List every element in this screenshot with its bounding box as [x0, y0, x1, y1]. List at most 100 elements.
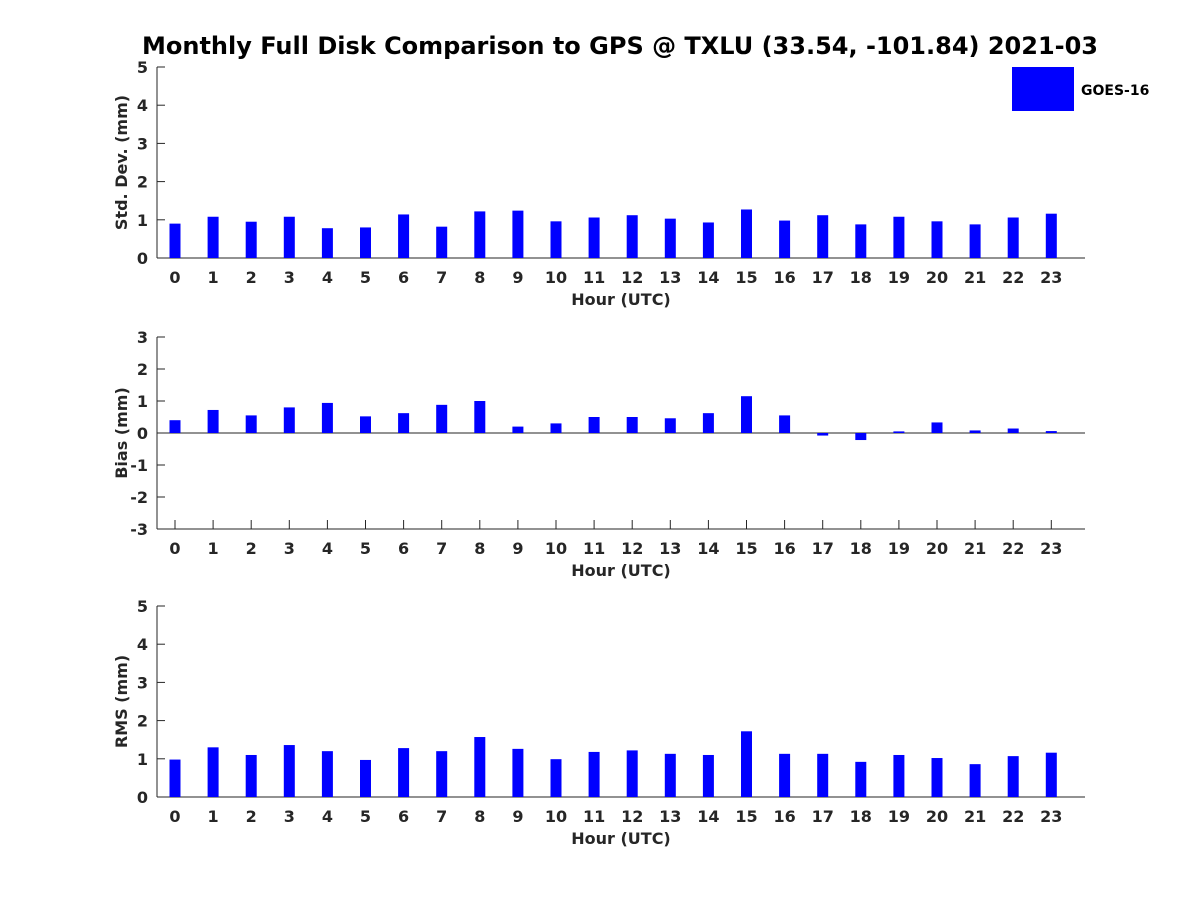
rms-x-tick-label: 10 [545, 807, 567, 826]
std-dev-x-tick-label: 12 [621, 268, 643, 287]
bias-y-tick-label: 1 [137, 392, 148, 411]
bias-y-tick-label: 0 [137, 424, 148, 443]
rms-bar-hour-9 [512, 748, 524, 797]
rms-bar-hour-6 [398, 748, 410, 797]
std-dev-x-tick-label: 7 [436, 268, 447, 287]
std-dev-x-tick-label: 10 [545, 268, 567, 287]
bias-x-tick-label: 21 [964, 539, 986, 558]
std-dev-x-tick-label: 23 [1040, 268, 1062, 287]
rms-x-tick-label: 15 [735, 807, 757, 826]
std-dev-x-tick-label: 4 [322, 268, 333, 287]
bias-bar-hour-15 [741, 396, 752, 433]
bias-x-tick-label: 23 [1040, 539, 1062, 558]
rms-x-tick-label: 4 [322, 807, 333, 826]
rms-bar-hour-20 [931, 758, 943, 797]
bias-y-tick-label: -2 [130, 488, 148, 507]
chart-title: Monthly Full Disk Comparison to GPS @ TX… [142, 32, 1098, 60]
rms-x-tick-label: 2 [246, 807, 257, 826]
std-dev-bar-hour-14 [702, 222, 714, 258]
bias-x-tick-label: 0 [169, 539, 180, 558]
rms-y-tick-label: 5 [137, 597, 148, 616]
rms-x-tick-label: 11 [583, 807, 605, 826]
std-dev-y-tick-label: 1 [137, 211, 148, 230]
std-dev-x-tick-label: 11 [583, 268, 605, 287]
std-dev-x-tick-label: 22 [1002, 268, 1024, 287]
rms-bar-hour-19 [893, 754, 905, 797]
bias-x-tick-label: 20 [926, 539, 948, 558]
rms-y-tick-label: 1 [137, 750, 148, 769]
bias-x-tick-label: 10 [545, 539, 567, 558]
rms-bar-hour-3 [283, 745, 295, 797]
rms-x-tick-label: 0 [169, 807, 180, 826]
bias-bar-hour-0 [169, 420, 181, 433]
rms-x-tick-label: 9 [512, 807, 523, 826]
bias-x-tick-label: 8 [474, 539, 485, 558]
rms-x-tick-label: 23 [1040, 807, 1062, 826]
bias-x-tick-label: 11 [583, 539, 605, 558]
std-dev-bar-hour-2 [245, 221, 257, 258]
std-dev-x-tick-label: 1 [208, 268, 219, 287]
rms-y-axis-label: RMS (mm) [112, 655, 131, 748]
std-dev-bar-hour-21 [969, 224, 981, 258]
std-dev-x-tick-label: 19 [888, 268, 910, 287]
bias-x-tick-label: 17 [812, 539, 834, 558]
bias-x-tick-label: 12 [621, 539, 643, 558]
bias-bar-hour-1 [207, 409, 219, 433]
rms-x-tick-label: 22 [1002, 807, 1024, 826]
rms-x-tick-label: 12 [621, 807, 643, 826]
rms-bar-hour-10 [550, 759, 562, 797]
bias-bar-hour-16 [779, 415, 791, 433]
bias-x-tick-label: 4 [322, 539, 333, 558]
bias-x-tick-label: 19 [888, 539, 910, 558]
std-dev-y-axis-label: Std. Dev. (mm) [112, 95, 131, 230]
bias-bar-hour-8 [474, 401, 486, 433]
bias-bar-hour-10 [550, 423, 562, 433]
rms-y-tick-label: 0 [137, 788, 148, 807]
std-dev-x-tick-label: 16 [773, 268, 795, 287]
bias-y-axis-label: Bias (mm) [112, 387, 131, 479]
rms-x-tick-label: 7 [436, 807, 447, 826]
std-dev-x-tick-label: 3 [284, 268, 295, 287]
std-dev-y-tick-label: 5 [137, 58, 148, 77]
std-dev-bar-hour-6 [398, 214, 410, 258]
std-dev-x-tick-label: 13 [659, 268, 681, 287]
std-dev-bar-hour-22 [1007, 217, 1019, 258]
rms-bar-hour-16 [779, 753, 791, 797]
bias-bar-hour-13 [664, 418, 676, 433]
std-dev-bar-hour-16 [779, 220, 791, 258]
rms-bar-hour-4 [321, 751, 333, 797]
rms-x-tick-label: 8 [474, 807, 485, 826]
std-dev-y-tick-label: 0 [137, 249, 148, 268]
std-dev-bar-hour-18 [855, 224, 867, 258]
bias-x-tick-label: 5 [360, 539, 371, 558]
rms-bar-hour-17 [817, 753, 829, 797]
std-dev-bar-hour-0 [169, 223, 181, 258]
std-dev-bar-hour-20 [931, 221, 943, 258]
std-dev-x-tick-label: 0 [169, 268, 180, 287]
rms-x-tick-label: 14 [697, 807, 719, 826]
rms-bar-hour-15 [741, 731, 752, 797]
bias-x-tick-label: 18 [850, 539, 872, 558]
rms-x-tick-label: 1 [208, 807, 219, 826]
bias-bar-hour-3 [283, 407, 295, 433]
rms-x-tick-label: 17 [812, 807, 834, 826]
legend-swatch-goes-16 [1012, 67, 1074, 111]
bias-bar-hour-22 [1007, 428, 1019, 433]
bias-x-tick-label: 14 [697, 539, 719, 558]
bias-y-tick-label: -1 [130, 456, 148, 475]
std-dev-bar-hour-23 [1045, 213, 1057, 258]
std-dev-x-tick-label: 14 [697, 268, 719, 287]
std-dev-bar-hour-4 [321, 228, 333, 258]
bias-bar-hour-7 [436, 404, 448, 433]
std-dev-bar-hour-5 [360, 227, 371, 258]
bias-bar-hour-17 [817, 433, 829, 436]
std-dev-y-tick-label: 4 [137, 96, 148, 115]
bias-x-tick-label: 15 [735, 539, 757, 558]
bias-x-tick-label: 3 [284, 539, 295, 558]
rms-bar-hour-21 [969, 764, 981, 797]
bias-y-tick-label: 3 [137, 328, 148, 347]
